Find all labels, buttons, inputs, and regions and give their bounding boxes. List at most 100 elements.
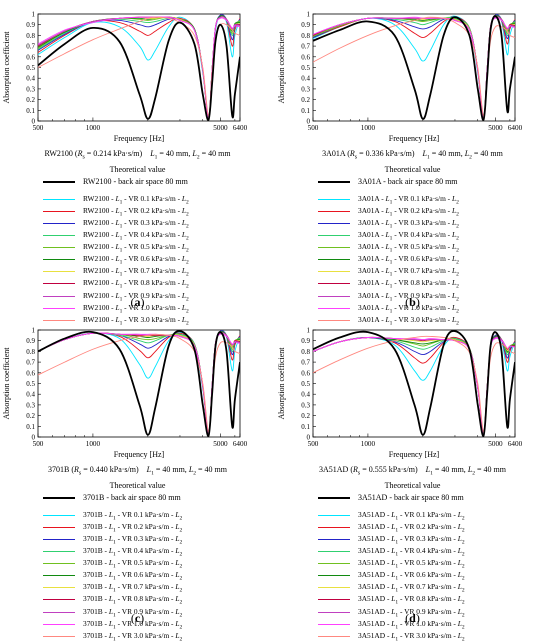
legend-item: 3A51AD - L1 - VR 3.0 kPa·s/m - L2 bbox=[318, 630, 465, 644]
y-tick-label: 0.6 bbox=[26, 369, 35, 377]
legend-label: 3A51AD - L1 - VR 0.7 kPa·s/m - L2 bbox=[358, 582, 465, 594]
legend-label: 3A01A - L1 - VR 0.6 kPa·s/m - L2 bbox=[358, 254, 459, 266]
legend-label: RW2100 - L1 - VR 0.6 kPa·s/m - L2 bbox=[83, 254, 189, 266]
legend-item: RW2100 - L1 - VR 0.8 kPa·s/m - L2 bbox=[43, 279, 189, 291]
legend-item: RW2100 - L1 - VR 0.9 kPa·s/m - L2 bbox=[43, 290, 189, 304]
legend-swatch bbox=[318, 497, 350, 499]
legend-list: RW2100 - L1 - VR 0.1 kPa·s/m - L2 RW2100 … bbox=[43, 194, 189, 328]
caption-subscript: s bbox=[82, 154, 85, 161]
legend-label: 3701B - L1 - VR 0.9 kPa·s/m - L2 bbox=[83, 606, 183, 618]
y-tick-label: 0.3 bbox=[26, 401, 35, 409]
x-tick-label: 500 bbox=[308, 440, 319, 448]
y-tick-label: 0.5 bbox=[26, 380, 35, 388]
chart-panel-b: 0 0.1 0.2 0.3 0.4 0.5 0.6 0.7 0.8 0.9 1 500 1000 5000… bbox=[275, 0, 550, 327]
legend-swatch bbox=[318, 515, 350, 516]
legend-item: 3A01A - L1 - VR 0.3 kPa·s/m - L2 bbox=[318, 218, 459, 231]
legend-label: 3A01A - L1 - VR 0.1 kPa·s/m - L2 bbox=[358, 194, 459, 206]
y-tick-label: 0 bbox=[32, 118, 36, 126]
legend-item: 3A01A - L1 - VR 1.0 kPa·s/m - L2 bbox=[318, 302, 459, 316]
theory-title: Theoretical value bbox=[384, 165, 441, 174]
legend-item: 3A51AD - L1 - VR 0.8 kPa·s/m - L2 bbox=[318, 595, 465, 607]
legend-label: 3A01A - L1 - VR 1.0 kPa·s/m - L2 bbox=[358, 302, 459, 315]
y-tick-label: 0.3 bbox=[26, 85, 35, 93]
legend-swatch bbox=[43, 563, 75, 565]
series-line-11 bbox=[38, 333, 240, 433]
x-tick-label: 500 bbox=[308, 124, 319, 132]
legend-item: 3A51AD - L1 - VR 0.6 kPa·s/m - L2 bbox=[318, 571, 465, 583]
x-tick-label: 1000 bbox=[361, 440, 376, 448]
caption-lengths: L1 = 40 mm, L2 = 40 mm bbox=[422, 149, 503, 161]
plot-svg: 0 0.1 0.2 0.3 0.4 0.5 0.6 0.7 0.8 0.9 1 500 1000 5000… bbox=[2, 327, 248, 460]
legend-item: 3A01A - L1 - VR 0.8 kPa·s/m - L2 bbox=[318, 279, 459, 291]
y-tick-label: 0.3 bbox=[301, 85, 310, 93]
y-tick-label: 0.9 bbox=[301, 21, 310, 29]
y-tick-label: 0 bbox=[32, 434, 36, 442]
legend-swatch bbox=[318, 259, 350, 261]
theory-title: Theoretical value bbox=[109, 481, 166, 490]
y-tick-label: 0.2 bbox=[26, 412, 35, 420]
y-tick-label: 0 bbox=[307, 434, 311, 442]
legend-item: 3701B - L1 - VR 3.0 kPa·s/m - L2 bbox=[43, 631, 182, 644]
legend-item: 3701B - L1 - VR 0.9 kPa·s/m - L2 bbox=[43, 606, 183, 620]
x-tick-label: 1000 bbox=[361, 124, 376, 132]
legend-label: RW2100 - L1 - VR 0.9 kPa·s/m - L2 bbox=[83, 290, 189, 302]
plot-svg: 0 0.1 0.2 0.3 0.4 0.5 0.6 0.7 0.8 0.9 1 500 1000 5000… bbox=[277, 327, 523, 460]
legend-swatch bbox=[43, 599, 75, 601]
x-axis-label: Frequency [Hz] bbox=[114, 450, 165, 459]
legend-item: 3A51AD - L1 - VR 0.2 kPa·s/m - L2 bbox=[318, 522, 465, 535]
legend-item: 3701B - L1 - VR 0.5 kPa·s/m - L2 bbox=[43, 558, 182, 571]
series-line-theoretical bbox=[313, 15, 515, 121]
y-tick-label: 0.4 bbox=[26, 75, 35, 83]
legend-main-entry: 3701B - back air space 80 mm bbox=[43, 493, 181, 502]
legend-label: 3701B - L1 - VR 0.2 kPa·s/m - L2 bbox=[83, 522, 183, 534]
legend-swatch bbox=[43, 181, 75, 183]
legend-item: 3A01A - L1 - VR 0.9 kPa·s/m - L2 bbox=[318, 291, 459, 304]
legend-item: 3701B - L1 - VR 0.2 kPa·s/m - L2 bbox=[43, 522, 183, 535]
y-tick-label: 1 bbox=[32, 11, 36, 19]
legend-label: 3A01A - L1 - VR 0.5 kPa·s/m - L2 bbox=[358, 242, 459, 254]
legend-label: 3A51AD - L1 - VR 0.1 kPa·s/m - L2 bbox=[358, 510, 465, 522]
legend-item: 3A51AD - L1 - VR 0.7 kPa·s/m - L2 bbox=[318, 583, 465, 595]
y-tick-label: 0.2 bbox=[301, 412, 310, 420]
caption-resistivity: = 0.555 kPa·s/m) bbox=[360, 465, 418, 474]
x-tick-label: 500 bbox=[33, 124, 44, 132]
legend-label: 3A01A - L1 - VR 0.2 kPa·s/m - L2 bbox=[358, 206, 459, 218]
chart-panel-a: 0 0.1 0.2 0.3 0.4 0.5 0.6 0.7 0.8 0.9 1 500 1000 5000… bbox=[0, 0, 275, 327]
y-axis-label: Absorption coefficient bbox=[277, 31, 286, 104]
series-line-theoretical bbox=[313, 330, 515, 437]
y-tick-label: 0.9 bbox=[26, 337, 35, 345]
y-tick-label: 1 bbox=[307, 11, 311, 19]
legend-main-entry: RW2100 - back air space 80 mm bbox=[43, 177, 188, 186]
y-axis-label: Absorption coefficient bbox=[277, 347, 286, 420]
legend-swatch bbox=[43, 611, 75, 613]
legend-label: 3A51AD - L1 - VR 3.0 kPa·s/m - L2 bbox=[358, 630, 465, 643]
legend-swatch bbox=[318, 223, 350, 225]
legend-list: 3A01A - L1 - VR 0.1 kPa·s/m - L2 3A01A - … bbox=[318, 194, 459, 328]
y-tick-label: 0.2 bbox=[26, 96, 35, 104]
y-tick-label: 0.4 bbox=[301, 391, 310, 399]
legend-label: RW2100 - L1 - VR 0.7 kPa·s/m - L2 bbox=[83, 266, 189, 278]
legend-item: 3A51AD - L1 - VR 0.3 kPa·s/m - L2 bbox=[318, 534, 465, 547]
caption-resistivity: = 0.440 kPa·s/m) bbox=[81, 465, 139, 474]
y-tick-label: 0.7 bbox=[301, 359, 310, 367]
legend-item: 3A01A - L1 - VR 3.0 kPa·s/m - L2 bbox=[318, 315, 459, 328]
legend-swatch bbox=[318, 235, 350, 237]
legend-swatch bbox=[43, 635, 75, 637]
legend-label: 3A51AD - L1 - VR 0.2 kPa·s/m - L2 bbox=[358, 522, 465, 534]
y-tick-label: 0.6 bbox=[26, 53, 35, 61]
legend-item: 3A51AD - L1 - VR 0.5 kPa·s/m - L2 bbox=[318, 558, 465, 571]
caption-subscript: s bbox=[357, 470, 361, 477]
legend-swatch bbox=[318, 319, 350, 321]
legend-swatch bbox=[43, 295, 75, 297]
legend-label: 3A51AD - back air space 80 mm bbox=[358, 493, 464, 502]
legend-item: 3A01A - L1 - VR 0.2 kPa·s/m - L2 bbox=[318, 206, 459, 219]
y-tick-label: 0.3 bbox=[301, 401, 310, 409]
legend-swatch bbox=[43, 271, 75, 273]
x-tick-label: 6400 bbox=[233, 124, 248, 132]
theory-title: Theoretical value bbox=[384, 481, 441, 490]
y-axis-label: Absorption coefficient bbox=[2, 347, 11, 420]
legend-swatch bbox=[43, 539, 75, 541]
caption-symbol: R bbox=[77, 149, 83, 158]
x-tick-label: 5000 bbox=[488, 440, 503, 448]
y-tick-label: 0.8 bbox=[26, 32, 35, 40]
